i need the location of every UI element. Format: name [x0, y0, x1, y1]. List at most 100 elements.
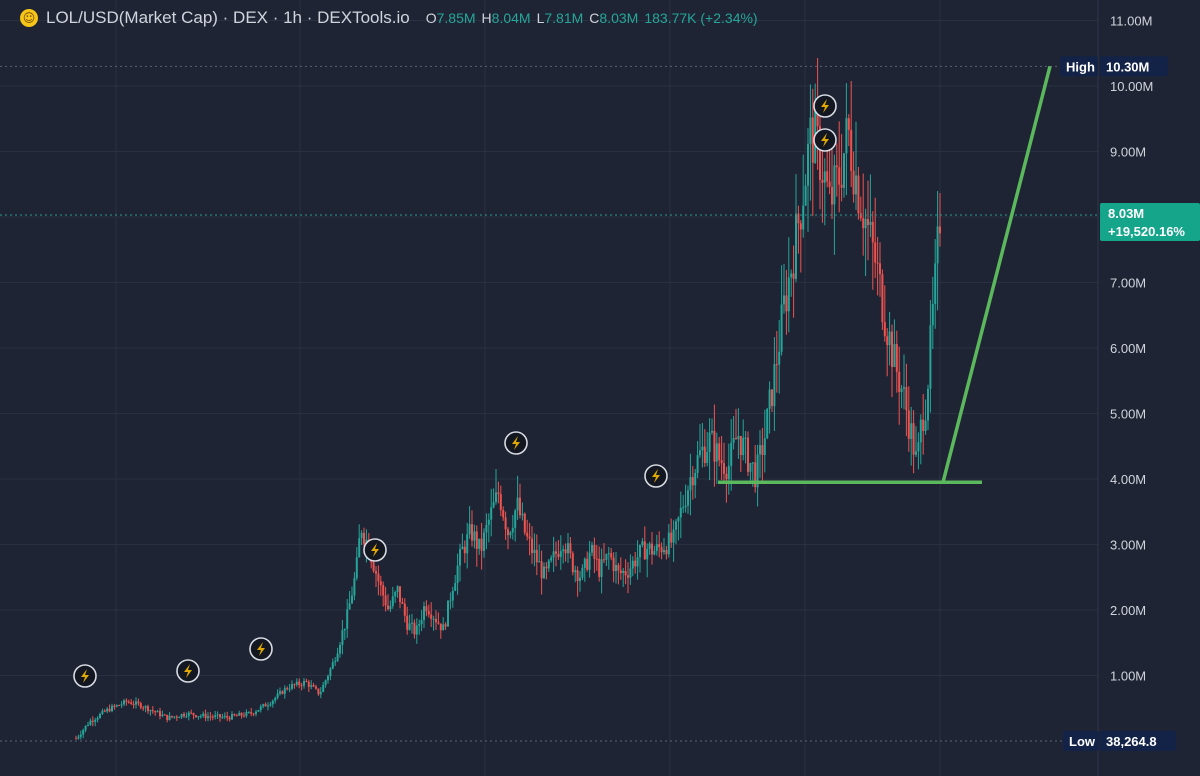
- candle-body: [132, 704, 135, 706]
- candle-body: [684, 505, 687, 508]
- candle-body: [879, 263, 881, 275]
- candle-body: [550, 557, 553, 561]
- candle-body: [478, 538, 481, 549]
- candle-body: [135, 701, 137, 705]
- candle-body: [492, 502, 495, 508]
- candle-body: [571, 553, 574, 573]
- candle-body: [845, 118, 848, 154]
- candle-body: [497, 492, 500, 495]
- candle-body: [924, 420, 927, 432]
- candle-body: [912, 423, 915, 455]
- candle-body: [610, 553, 613, 558]
- candle-body: [619, 570, 622, 573]
- candle-body: [286, 688, 289, 690]
- candle-body: [485, 524, 488, 533]
- candle-body: [552, 551, 555, 558]
- candle-body: [615, 565, 617, 572]
- candle-body: [922, 419, 925, 432]
- candle-body: [689, 477, 692, 491]
- candle-body: [341, 630, 344, 645]
- price-axis[interactable]: 11.00M10.00M9.00M8.00M7.00M6.00M5.00M4.0…: [1060, 0, 1200, 776]
- candle-body: [77, 736, 80, 739]
- candle-body: [437, 622, 440, 624]
- candle-body: [406, 615, 409, 630]
- candle-body: [502, 510, 505, 518]
- candle-body: [711, 430, 713, 433]
- candle-body: [358, 538, 361, 558]
- candle-body: [199, 715, 202, 717]
- projection-line[interactable]: [941, 65, 1052, 483]
- candle-body: [903, 387, 905, 389]
- candle-body: [94, 719, 97, 722]
- candle-body: [636, 557, 639, 567]
- candle-body: [219, 714, 221, 718]
- candle-body: [819, 126, 821, 180]
- chart-header: ☺ LOL/USD(Market Cap) · DEX · 1h · DEXTo…: [20, 6, 758, 30]
- candle-body: [346, 609, 349, 629]
- lightning-icon[interactable]: [644, 464, 668, 488]
- candle-body: [113, 705, 116, 707]
- candle-body: [235, 715, 238, 717]
- candle-body: [574, 570, 577, 573]
- candle-body: [790, 273, 793, 278]
- candle-body: [939, 226, 941, 234]
- lightning-bolt-glyph: [371, 543, 379, 557]
- candle-body: [936, 226, 939, 264]
- candle-body: [279, 691, 281, 694]
- candle-body: [847, 118, 850, 130]
- candle-body: [905, 387, 908, 411]
- lightning-icon[interactable]: [176, 659, 200, 683]
- candle-body: [828, 181, 831, 187]
- lightning-icon[interactable]: [363, 538, 387, 562]
- candle-body: [701, 446, 704, 451]
- candle-body: [504, 517, 507, 530]
- candle-body: [377, 573, 380, 582]
- candle-body: [451, 590, 454, 601]
- candle-body: [267, 705, 269, 707]
- y-tick-label: 4.00M: [1110, 472, 1146, 487]
- candle-body: [521, 513, 524, 516]
- candle-body: [631, 560, 634, 569]
- candle-body: [87, 724, 89, 726]
- lightning-icon[interactable]: [813, 94, 837, 118]
- lightning-icon[interactable]: [504, 431, 528, 455]
- candle-body: [660, 547, 663, 553]
- lightning-icon[interactable]: [813, 128, 837, 152]
- candle-body: [144, 706, 147, 708]
- lightning-icon[interactable]: [73, 664, 97, 688]
- candle-body: [271, 700, 274, 705]
- y-tick-label: 2.00M: [1110, 603, 1146, 618]
- candle-body: [634, 560, 637, 567]
- high-label: High: [1066, 59, 1095, 74]
- candle-body: [312, 685, 315, 687]
- lightning-bolt-glyph: [257, 642, 265, 656]
- candle-body: [559, 551, 562, 557]
- y-tick-label: 5.00M: [1110, 407, 1146, 422]
- price-tag-bg: [1100, 203, 1200, 242]
- candle-body: [706, 452, 709, 463]
- y-tick-label: 9.00M: [1110, 145, 1146, 160]
- candle-body: [375, 571, 377, 574]
- chart-title: LOL/USD(Market Cap) · DEX · 1h · DEXTool…: [46, 8, 410, 27]
- candle-body: [293, 684, 296, 686]
- lightning-icon[interactable]: [249, 637, 273, 661]
- candle-body: [605, 553, 608, 560]
- trend-lines: [0, 65, 1098, 742]
- lightning-bolt-glyph: [81, 669, 89, 683]
- candle-body: [171, 715, 173, 718]
- candle-body: [125, 700, 128, 702]
- candle-body: [156, 711, 159, 713]
- grid-lines: [0, 0, 1098, 776]
- candle-body: [843, 153, 845, 188]
- candle-body: [663, 550, 665, 553]
- candle-body: [670, 532, 673, 543]
- candle-body: [262, 704, 265, 707]
- candle-body: [826, 171, 829, 182]
- candle-body: [245, 712, 248, 717]
- candle-body: [816, 110, 819, 127]
- candle-body: [454, 582, 457, 591]
- candle-body: [195, 715, 197, 718]
- event-icons[interactable]: [73, 94, 837, 688]
- low-value: 38,264.8: [1106, 734, 1157, 749]
